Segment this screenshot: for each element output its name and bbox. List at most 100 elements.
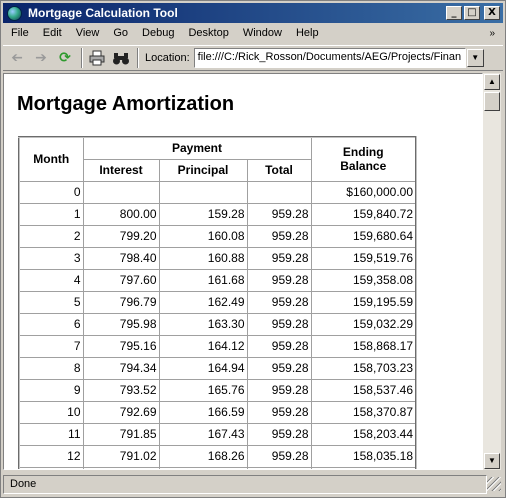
header-ending-balance: Ending Balance bbox=[310, 136, 417, 182]
cell-principal: 168.26 bbox=[158, 444, 248, 468]
cell-ending-balance: 159,519.76 bbox=[310, 246, 417, 270]
cell-month: 4 bbox=[18, 268, 84, 292]
amortization-table-body: 0 $160,000.00 1 800.00 159.28 959.28 159,840.7… bbox=[18, 180, 417, 469]
cell-month: 6 bbox=[18, 312, 84, 336]
window-controls: _ □ X bbox=[446, 6, 500, 20]
cell-month: 1 bbox=[18, 202, 84, 226]
cell-ending-balance bbox=[310, 466, 417, 469]
table-row: 11 791.85 167.43 959.28 158,203.44 bbox=[18, 422, 417, 446]
close-button[interactable]: X bbox=[484, 6, 500, 20]
scroll-thumb[interactable] bbox=[484, 92, 500, 111]
cell-interest: 796.79 bbox=[82, 290, 160, 314]
scroll-up-button[interactable]: ▲ bbox=[484, 74, 500, 90]
location-label: Location: bbox=[145, 52, 190, 64]
table-row: 10 792.69 166.59 959.28 158,370.87 bbox=[18, 400, 417, 424]
menu-desktop[interactable]: Desktop bbox=[188, 27, 229, 39]
header-payment: Payment bbox=[82, 136, 312, 160]
cell-principal bbox=[158, 466, 248, 469]
cell-principal: 160.88 bbox=[158, 246, 248, 270]
reload-icon[interactable]: ⟳ bbox=[59, 50, 71, 66]
status-bar: Done bbox=[3, 473, 503, 495]
cell-interest: 793.52 bbox=[82, 378, 160, 402]
cell-interest: 799.20 bbox=[82, 224, 160, 248]
location-input[interactable]: file:///C:/Rick_Rosson/Documents/AEG/Pro… bbox=[193, 48, 466, 68]
cell-interest: 797.60 bbox=[82, 268, 160, 292]
vertical-scrollbar[interactable]: ▲ ▼ bbox=[483, 73, 501, 470]
cell-ending-balance: 158,703.23 bbox=[310, 356, 417, 380]
table-row: 7 795.16 164.12 959.28 158,868.17 bbox=[18, 334, 417, 358]
menu-overflow-icon[interactable]: » bbox=[489, 28, 495, 39]
printer-icon[interactable] bbox=[87, 48, 107, 68]
cell-total: 959.28 bbox=[246, 334, 312, 358]
menu-bar: File Edit View Go Debug Desktop Window H… bbox=[3, 24, 503, 43]
table-row: 5 796.79 162.49 959.28 159,195.59 bbox=[18, 290, 417, 314]
menu-view[interactable]: View bbox=[75, 27, 100, 39]
binoculars-icon[interactable] bbox=[111, 48, 131, 68]
cell-month: 10 bbox=[18, 400, 84, 424]
cell-interest bbox=[82, 466, 160, 469]
cell-interest: 792.69 bbox=[82, 400, 160, 424]
cell-ending-balance: 158,537.46 bbox=[310, 378, 417, 402]
window-title: Mortgage Calculation Tool bbox=[28, 6, 178, 20]
header-interest: Interest bbox=[82, 158, 160, 182]
cell-principal: 162.49 bbox=[158, 290, 248, 314]
table-row: 1 800.00 159.28 959.28 159,840.72 bbox=[18, 202, 417, 226]
title-bar[interactable]: Mortgage Calculation Tool _ □ X bbox=[3, 3, 503, 23]
cell-total bbox=[246, 466, 312, 469]
cell-principal bbox=[158, 180, 248, 204]
cell-total: 959.28 bbox=[246, 202, 312, 226]
table-row: 8 794.34 164.94 959.28 158,703.23 bbox=[18, 356, 417, 380]
forward-arrow-icon[interactable]: ➔ bbox=[35, 50, 47, 66]
header-total: Total bbox=[246, 158, 312, 182]
cell-principal: 159.28 bbox=[158, 202, 248, 226]
cell-ending-balance: $160,000.00 bbox=[310, 180, 417, 204]
menu-debug[interactable]: Debug bbox=[142, 27, 175, 39]
menu-file[interactable]: File bbox=[11, 27, 29, 39]
menu-go[interactable]: Go bbox=[113, 27, 129, 39]
cell-month: 7 bbox=[18, 334, 84, 358]
scroll-down-button[interactable]: ▼ bbox=[484, 453, 500, 469]
cell-interest: 795.98 bbox=[82, 312, 160, 336]
cell-principal: 160.08 bbox=[158, 224, 248, 248]
back-arrow-icon[interactable]: ➔ bbox=[11, 50, 23, 66]
table-row: 6 795.98 163.30 959.28 159,032.29 bbox=[18, 312, 417, 336]
cell-total: 959.28 bbox=[246, 290, 312, 314]
cell-principal: 167.43 bbox=[158, 422, 248, 446]
header-principal: Principal bbox=[158, 158, 248, 182]
menu-help[interactable]: Help bbox=[295, 27, 319, 39]
globe-icon bbox=[7, 5, 22, 21]
cell-ending-balance: 158,868.17 bbox=[310, 334, 417, 358]
header-ending-balance-line2: Balance bbox=[340, 159, 387, 174]
cell-interest: 798.40 bbox=[82, 246, 160, 270]
cell-month: 12 bbox=[18, 444, 84, 468]
cell-interest: 794.34 bbox=[82, 356, 160, 380]
cell-total: 959.28 bbox=[246, 378, 312, 402]
menu-edit[interactable]: Edit bbox=[42, 27, 62, 39]
table-row bbox=[18, 466, 417, 469]
cell-principal: 163.30 bbox=[158, 312, 248, 336]
minimize-button[interactable]: _ bbox=[446, 6, 462, 20]
table-row: 9 793.52 165.76 959.28 158,537.46 bbox=[18, 378, 417, 402]
cell-interest: 795.16 bbox=[82, 334, 160, 358]
location-dropdown-button[interactable]: ▼ bbox=[466, 49, 484, 67]
cell-month: 0 bbox=[18, 180, 84, 204]
cell-total: 959.28 bbox=[246, 400, 312, 424]
cell-ending-balance: 158,035.18 bbox=[310, 444, 417, 468]
maximize-button[interactable]: □ bbox=[464, 6, 480, 20]
cell-month: 8 bbox=[18, 356, 84, 380]
cell-ending-balance: 158,370.87 bbox=[310, 400, 417, 424]
resize-grip-icon[interactable] bbox=[487, 477, 501, 491]
cell-interest: 791.02 bbox=[82, 444, 160, 468]
header-month: Month bbox=[18, 136, 84, 182]
cell-ending-balance: 159,358.08 bbox=[310, 268, 417, 292]
cell-total: 959.28 bbox=[246, 356, 312, 380]
cell-principal: 164.12 bbox=[158, 334, 248, 358]
toolbar-separator bbox=[81, 48, 83, 68]
cell-month bbox=[18, 466, 84, 469]
table-row: 4 797.60 161.68 959.28 159,358.08 bbox=[18, 268, 417, 292]
cell-principal: 164.94 bbox=[158, 356, 248, 380]
cell-total bbox=[246, 180, 312, 204]
table-row: 3 798.40 160.88 959.28 159,519.76 bbox=[18, 246, 417, 270]
menu-window[interactable]: Window bbox=[242, 27, 282, 39]
